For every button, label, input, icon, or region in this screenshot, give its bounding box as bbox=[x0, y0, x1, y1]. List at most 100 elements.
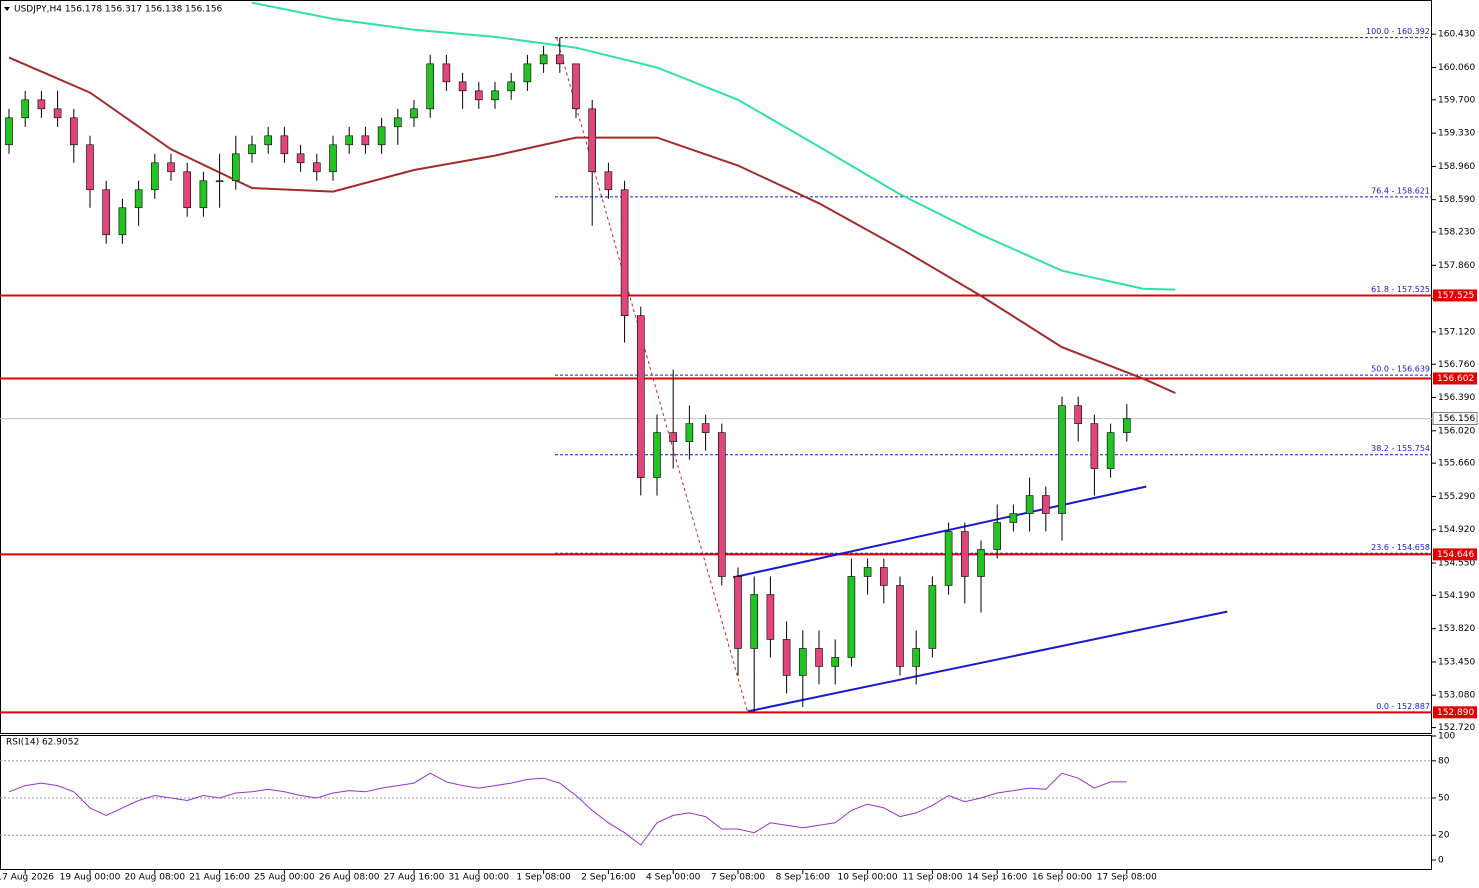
x-tick-label: 8 Sep 16:00 bbox=[776, 873, 831, 883]
candle-body bbox=[118, 207, 127, 236]
y-tick-label: 155.660 bbox=[1438, 459, 1475, 469]
candle-body bbox=[555, 54, 564, 65]
current-price-label: 156.156 bbox=[1438, 414, 1475, 424]
candle-body bbox=[669, 432, 678, 442]
candle-body bbox=[604, 171, 613, 191]
y-tick-label: 156.760 bbox=[1438, 360, 1475, 370]
candle-body bbox=[507, 81, 516, 92]
candle-body bbox=[960, 531, 969, 577]
trendline bbox=[747, 610, 1228, 713]
candle-body bbox=[782, 639, 791, 676]
x-tick-label: 16 Sep 00:00 bbox=[1032, 873, 1092, 883]
x-tick-label: 2 Sep 16:00 bbox=[581, 873, 636, 883]
x-tick-label: 27 Aug 16:00 bbox=[384, 873, 445, 883]
y-tick-label: 154.190 bbox=[1438, 591, 1475, 601]
x-tick-label: 25 Aug 00:00 bbox=[254, 873, 315, 883]
y-tick-label: 154.920 bbox=[1438, 525, 1475, 535]
x-tick-label: 7 Sep 08:00 bbox=[711, 873, 766, 883]
y-tick-label: 152.720 bbox=[1438, 723, 1475, 733]
candle-body bbox=[458, 81, 467, 92]
candle-body bbox=[426, 63, 435, 110]
candle-body bbox=[717, 432, 726, 577]
y-tick-label: 155.290 bbox=[1438, 492, 1475, 502]
candle-body bbox=[847, 576, 856, 658]
y-tick-label: 156.020 bbox=[1438, 426, 1475, 436]
y-tick-label: 153.450 bbox=[1438, 657, 1475, 667]
y-tick-label: 160.060 bbox=[1438, 63, 1475, 73]
price-level-badge bbox=[1433, 706, 1477, 719]
rsi-tick-label: 0 bbox=[1438, 856, 1444, 866]
x-tick-label: 17 Sep 08:00 bbox=[1097, 873, 1157, 883]
candle-body bbox=[1025, 495, 1034, 514]
candle-body bbox=[831, 657, 840, 667]
candle-body bbox=[361, 135, 370, 146]
candle-body bbox=[183, 171, 191, 209]
candle-body bbox=[620, 189, 629, 316]
price-level-badge bbox=[1433, 289, 1477, 302]
candle-body bbox=[377, 126, 386, 146]
fib-label: 50.0 - 156.639 bbox=[1371, 365, 1430, 374]
fib-label: 76.4 - 158.621 bbox=[1371, 186, 1430, 195]
candle-body bbox=[442, 63, 451, 83]
rsi-plot bbox=[0, 760, 1432, 846]
candle-body bbox=[815, 648, 823, 667]
rsi-title: RSI(14) 62.9052 bbox=[6, 738, 79, 748]
candle-body bbox=[70, 117, 78, 146]
price-level-badge bbox=[1433, 548, 1477, 561]
candle-body bbox=[539, 54, 548, 65]
x-tick-label: 14 Sep 16:00 bbox=[967, 873, 1027, 883]
chart-title: USDJPY,H4 156.178 156.317 156.138 156.15… bbox=[14, 5, 223, 15]
fib-label: 0.0 - 152.887 bbox=[1376, 702, 1430, 711]
main-frame bbox=[0, 0, 1432, 734]
candle-body bbox=[312, 162, 321, 173]
y-tick-label: 153.080 bbox=[1438, 691, 1475, 701]
price-level-label: 152.890 bbox=[1437, 708, 1474, 718]
y-tick-label: 159.700 bbox=[1438, 95, 1475, 105]
candle-body bbox=[232, 153, 240, 182]
candle-body bbox=[248, 144, 256, 155]
x-tick-label: 4 Sep 00:00 bbox=[646, 873, 701, 883]
candle-body bbox=[1090, 423, 1099, 469]
candle-body bbox=[151, 162, 159, 191]
candle-body bbox=[1058, 405, 1066, 514]
candle-body bbox=[734, 576, 742, 649]
candle-body bbox=[977, 549, 985, 577]
candle-body bbox=[523, 63, 532, 83]
x-tick-label: 20 Aug 08:00 bbox=[124, 873, 185, 883]
y-tick-label: 160.430 bbox=[1438, 30, 1475, 40]
trendline bbox=[732, 485, 1147, 579]
candle-body bbox=[636, 315, 645, 478]
y-tick-label: 156.390 bbox=[1438, 393, 1475, 403]
candle-body bbox=[1074, 405, 1082, 424]
rsi-line bbox=[8, 772, 1127, 846]
candle-body bbox=[879, 567, 888, 586]
y-tick-label: 157.860 bbox=[1438, 261, 1475, 271]
candle-body bbox=[766, 594, 775, 640]
rsi-tick-label: 50 bbox=[1438, 794, 1450, 804]
candle-body bbox=[167, 162, 175, 173]
price-level-label: 156.602 bbox=[1437, 374, 1474, 384]
candle-body bbox=[701, 423, 710, 433]
candle-body bbox=[53, 108, 62, 119]
fib-label: 61.8 - 157.525 bbox=[1371, 285, 1430, 294]
x-tick-label: 17 Aug 2026 bbox=[0, 873, 54, 883]
candle-body bbox=[1123, 418, 1131, 433]
candle-body bbox=[685, 423, 694, 442]
fib-label: 100.0 - 160.392 bbox=[1366, 27, 1430, 36]
candle-body bbox=[588, 108, 597, 173]
axes: 160.430 160.060 159.700 159.330 158.960 158.5… bbox=[0, 30, 1478, 883]
fib-label: 38.2 - 155.754 bbox=[1371, 444, 1430, 453]
candle-body bbox=[345, 135, 354, 146]
x-tick-label: 19 Aug 00:00 bbox=[60, 873, 121, 883]
candle-body bbox=[134, 189, 143, 209]
candle-body bbox=[863, 567, 872, 577]
symbol-icon bbox=[4, 7, 10, 11]
candle-body bbox=[102, 189, 110, 236]
rsi-frame bbox=[0, 735, 1432, 870]
candle-body bbox=[653, 432, 661, 478]
candle-body bbox=[5, 117, 13, 146]
candle-body bbox=[798, 648, 807, 676]
rsi-tick-label: 20 bbox=[1438, 831, 1450, 841]
